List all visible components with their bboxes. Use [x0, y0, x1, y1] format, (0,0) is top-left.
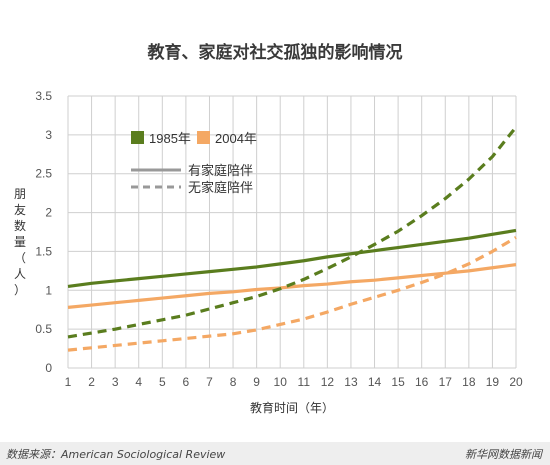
x-tick-label: 1	[65, 375, 72, 389]
x-tick-label: 8	[230, 375, 237, 389]
legend-label: 2004年	[215, 131, 257, 146]
x-tick-label: 20	[509, 375, 523, 389]
x-tick-labels: 1 2 3 4 5 6 7 8 9 10 11 12 13 14 15 16 17 18 19 20	[65, 375, 523, 389]
x-tick-label: 17	[439, 375, 453, 389]
x-tick-label: 5	[159, 375, 166, 389]
y-tick-label: 2	[45, 206, 52, 220]
y-tick-label: 3.5	[35, 89, 52, 103]
x-tick-label: 3	[112, 375, 119, 389]
series-lines	[67, 126, 518, 352]
chart-title: 教育、家庭对社交孤独的影响情况	[147, 42, 403, 63]
legend-swatch	[131, 131, 144, 144]
y-axis-label: 朋友数量（人）	[14, 187, 26, 297]
x-tick-label: 16	[415, 375, 429, 389]
legend-label: 有家庭陪伴	[188, 163, 253, 178]
x-tick-label: 18	[462, 375, 476, 389]
x-tick-label: 10	[274, 375, 288, 389]
x-tick-label: 11	[298, 375, 311, 389]
legend-swatch	[197, 131, 210, 144]
y-tick-label: 0.5	[35, 322, 52, 336]
legend-label: 无家庭陪伴	[188, 180, 253, 195]
x-tick-label: 9	[253, 375, 260, 389]
x-tick-label: 2	[88, 375, 95, 389]
x-tick-label: 14	[368, 375, 382, 389]
x-axis-label: 教育时间（年）	[250, 400, 334, 415]
x-tick-label: 6	[183, 375, 190, 389]
series-line	[67, 228, 517, 288]
grid	[67, 95, 517, 369]
legend-label: 1985年	[149, 131, 191, 146]
brand-name: 新华网数据新闻	[465, 448, 542, 461]
series-line	[67, 263, 517, 309]
x-tick-label: 19	[486, 375, 500, 389]
series-line	[67, 236, 517, 352]
x-tick-label: 4	[135, 375, 142, 389]
x-tick-label: 15	[391, 375, 405, 389]
x-tick-label: 12	[321, 375, 335, 389]
footer: 数据来源：American Sociological Review 新华网数据新…	[0, 442, 550, 465]
y-tick-label: 1.5	[35, 244, 52, 258]
y-tick-label: 0	[45, 361, 52, 375]
x-tick-label: 13	[344, 375, 358, 389]
source-note: 数据来源：American Sociological Review	[6, 448, 226, 461]
y-tick-label: 2.5	[35, 167, 52, 181]
y-tick-labels: 0 0.5 1 1.5 2 2.5 3 3.5	[35, 89, 52, 375]
series-line	[67, 126, 518, 339]
y-tick-label: 1	[45, 283, 52, 297]
y-tick-label: 3	[45, 128, 52, 142]
x-tick-label: 7	[206, 375, 213, 389]
